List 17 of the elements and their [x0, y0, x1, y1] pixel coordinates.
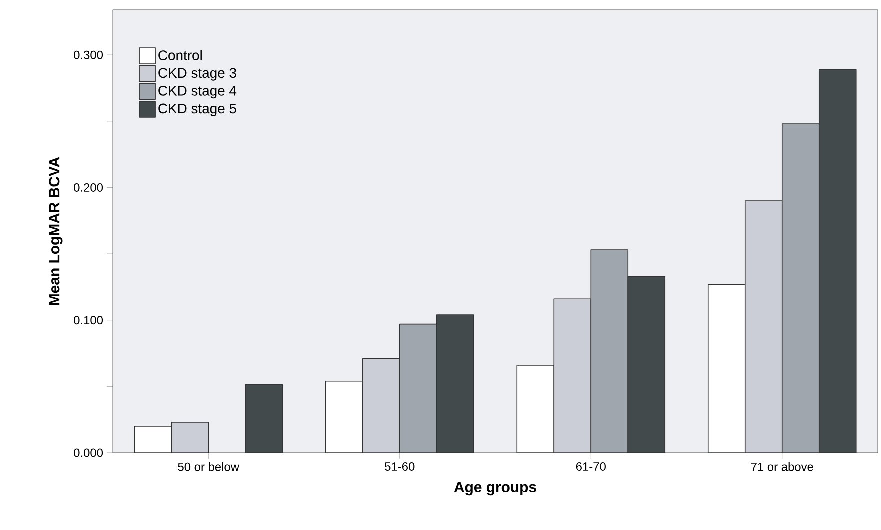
x-tick-label: 71 or above	[751, 462, 814, 472]
y-tick-label: 0.100	[74, 316, 104, 325]
legend-label: CKD stage 3	[158, 68, 236, 81]
x-tick-label: 51-60	[385, 462, 415, 471]
y-tick-label: 0.300	[74, 50, 104, 60]
legend-label: CKD stage 5	[158, 104, 236, 116]
x-tick-label: 50 or below	[178, 462, 240, 472]
bar	[399, 324, 438, 453]
x-tick-label: 61-70	[576, 462, 606, 471]
y-tick-label: 0.000	[74, 448, 104, 458]
y-axis-title: Mean LogMAR BCVA	[49, 157, 63, 306]
bar	[590, 250, 629, 453]
y-tick-label: 0.200	[74, 183, 104, 192]
legend-label: Control	[158, 50, 202, 60]
bar	[782, 124, 820, 453]
legend-label: CKD stage 4	[158, 86, 237, 99]
x-axis-title: Age groups	[454, 482, 536, 496]
